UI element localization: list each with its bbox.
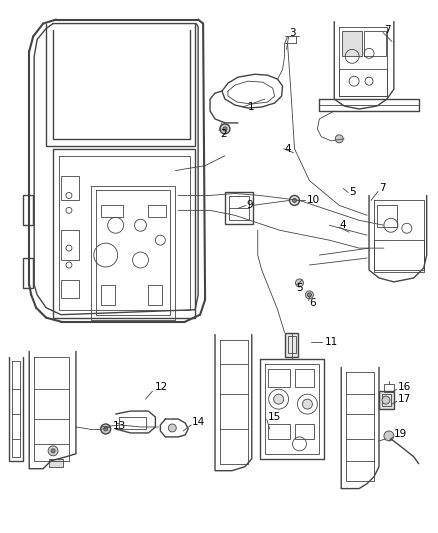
Circle shape xyxy=(293,198,297,203)
Text: 1: 1 xyxy=(248,102,254,112)
Bar xyxy=(288,336,296,353)
Text: 12: 12 xyxy=(155,382,168,392)
Text: 19: 19 xyxy=(394,429,407,439)
Text: 5: 5 xyxy=(349,188,356,197)
Bar xyxy=(101,285,115,305)
Bar xyxy=(49,459,63,467)
Text: 11: 11 xyxy=(324,336,338,346)
Bar xyxy=(61,175,79,200)
Bar xyxy=(384,384,394,392)
Circle shape xyxy=(296,279,304,287)
Bar xyxy=(364,31,386,56)
Text: 15: 15 xyxy=(268,412,281,422)
Bar xyxy=(382,394,391,406)
Circle shape xyxy=(335,135,343,143)
Text: 2: 2 xyxy=(220,129,226,139)
Text: 9: 9 xyxy=(247,200,254,211)
Text: 3: 3 xyxy=(290,28,296,38)
Bar xyxy=(294,424,314,439)
Bar xyxy=(377,205,397,227)
Circle shape xyxy=(220,124,230,134)
Bar xyxy=(225,192,253,224)
Bar xyxy=(268,369,290,387)
Circle shape xyxy=(48,446,58,456)
Bar xyxy=(61,280,79,298)
Bar xyxy=(342,31,362,56)
Circle shape xyxy=(290,196,300,205)
Bar xyxy=(23,258,33,288)
Bar xyxy=(268,424,290,439)
Circle shape xyxy=(274,394,283,404)
Bar xyxy=(229,197,249,220)
Bar xyxy=(61,230,79,260)
Text: 6: 6 xyxy=(309,298,316,308)
Text: 7: 7 xyxy=(384,25,391,35)
Text: 7: 7 xyxy=(379,183,385,193)
Bar xyxy=(119,417,146,429)
Bar xyxy=(148,285,162,305)
Text: 16: 16 xyxy=(398,382,411,392)
Circle shape xyxy=(51,449,55,453)
Circle shape xyxy=(223,127,227,131)
Text: 14: 14 xyxy=(192,417,205,427)
Circle shape xyxy=(101,424,111,434)
Circle shape xyxy=(168,424,176,432)
Circle shape xyxy=(305,291,314,299)
Text: 17: 17 xyxy=(398,394,411,404)
Circle shape xyxy=(382,396,390,404)
Text: 4: 4 xyxy=(285,144,291,154)
Bar xyxy=(101,205,123,217)
Circle shape xyxy=(307,293,311,297)
Bar xyxy=(294,369,314,387)
Text: 4: 4 xyxy=(339,220,346,230)
Text: 5: 5 xyxy=(297,283,303,293)
Circle shape xyxy=(303,399,312,409)
Text: 10: 10 xyxy=(307,196,320,205)
Circle shape xyxy=(104,427,108,431)
Bar xyxy=(379,391,394,409)
Bar xyxy=(148,205,166,217)
Circle shape xyxy=(384,431,394,441)
Bar xyxy=(285,333,298,358)
Bar xyxy=(23,196,33,225)
Text: 13: 13 xyxy=(113,421,126,431)
